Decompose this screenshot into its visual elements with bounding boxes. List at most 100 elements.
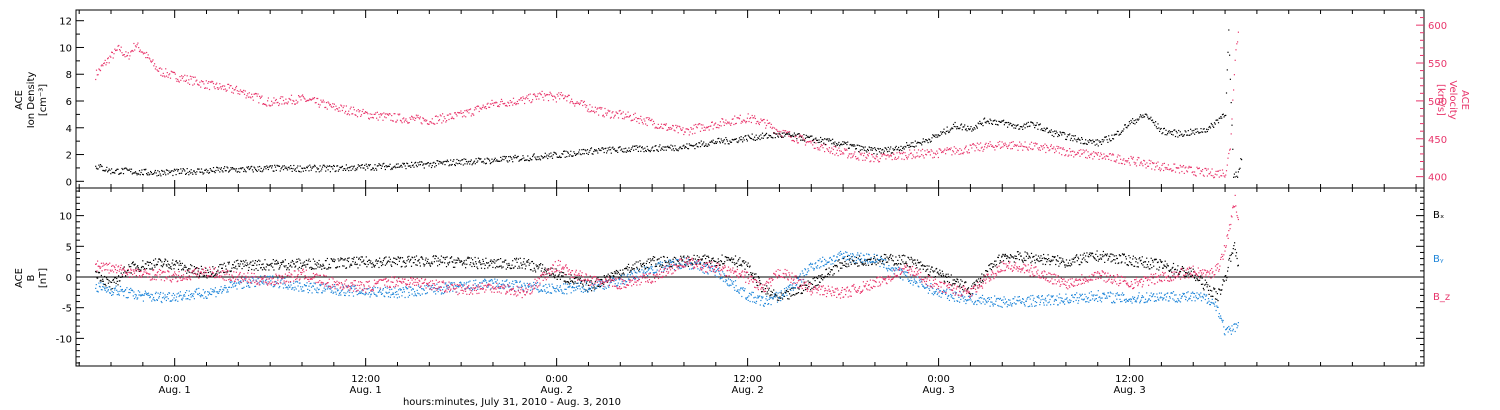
data-point [335, 170, 337, 172]
data-point [673, 261, 675, 263]
data-point [148, 57, 150, 59]
data-point [874, 157, 876, 159]
data-point [378, 266, 380, 269]
data-point [348, 170, 350, 172]
data-point [543, 99, 545, 101]
data-point [751, 133, 753, 135]
data-point [240, 91, 242, 93]
data-point [469, 160, 472, 163]
data-point [239, 167, 242, 169]
data-point [1078, 149, 1080, 152]
data-point [825, 268, 828, 270]
data-point [1027, 253, 1029, 255]
data-point [726, 259, 728, 261]
data-point [132, 261, 134, 263]
data-point [316, 262, 318, 264]
data-point [428, 262, 430, 264]
data-point [1155, 166, 1157, 168]
data-point [774, 133, 776, 135]
data-point [593, 150, 595, 153]
data-point [971, 130, 973, 132]
data-point [694, 148, 696, 150]
data-point [757, 285, 759, 287]
data-point [864, 159, 866, 161]
data-point [440, 255, 442, 257]
data-point [1182, 165, 1185, 167]
data-point [745, 261, 747, 263]
data-point [1180, 166, 1182, 168]
data-point [891, 152, 893, 154]
data-point [185, 172, 187, 175]
data-point [184, 74, 186, 76]
data-point [1084, 150, 1086, 152]
data-point [949, 129, 951, 131]
data-point [285, 98, 287, 100]
data-point [753, 139, 755, 141]
data-point [1125, 126, 1127, 128]
data-point [1061, 260, 1063, 262]
data-point [424, 264, 426, 266]
data-point [1018, 259, 1020, 261]
data-point [848, 265, 850, 267]
data-point [1128, 162, 1130, 164]
data-point [789, 293, 791, 295]
data-point [1079, 254, 1082, 256]
data-point [804, 284, 806, 286]
data-point [683, 255, 685, 257]
data-point [892, 148, 894, 150]
data-point [846, 266, 848, 268]
data-point [243, 89, 245, 91]
data-point [836, 266, 838, 268]
data-point [1223, 280, 1225, 282]
data-point [195, 267, 197, 269]
data-point [1074, 154, 1076, 156]
data-point [560, 156, 562, 158]
data-point [951, 127, 953, 129]
data-point [505, 259, 507, 261]
data-point [114, 287, 116, 289]
data-point [183, 80, 185, 82]
data-point [386, 261, 388, 263]
data-point [719, 264, 721, 266]
data-point [138, 47, 140, 49]
data-point [1047, 147, 1049, 149]
data-point [388, 256, 390, 258]
data-point [1002, 120, 1004, 122]
data-point [900, 145, 902, 147]
data-point [949, 149, 951, 151]
data-point [379, 116, 381, 118]
data-point [1170, 168, 1172, 170]
data-point [317, 97, 319, 100]
data-point [886, 151, 889, 153]
data-point [193, 76, 195, 78]
data-point [325, 106, 327, 108]
data-point [613, 271, 616, 273]
data-point [955, 126, 957, 128]
data-point [815, 285, 817, 287]
data-point [200, 86, 202, 88]
data-point [833, 143, 835, 145]
data-point [1131, 157, 1133, 159]
data-point [1023, 257, 1025, 259]
data-point [404, 266, 406, 268]
data-point [346, 259, 348, 261]
data-point [543, 157, 545, 159]
data-point [278, 165, 280, 167]
data-point [268, 104, 270, 106]
data-point [1151, 119, 1154, 121]
data-point [664, 146, 666, 148]
data-point [151, 263, 153, 265]
data-point [641, 146, 643, 148]
data-point [850, 263, 852, 265]
data-point [190, 169, 192, 171]
data-point [580, 282, 582, 284]
data-point [427, 258, 429, 260]
data-point [362, 108, 364, 111]
data-point [1203, 289, 1205, 291]
data-point [193, 170, 195, 172]
data-point [847, 157, 849, 159]
data-point [281, 263, 283, 265]
data-point [455, 259, 457, 261]
data-point [294, 103, 296, 105]
data-point [357, 109, 359, 111]
